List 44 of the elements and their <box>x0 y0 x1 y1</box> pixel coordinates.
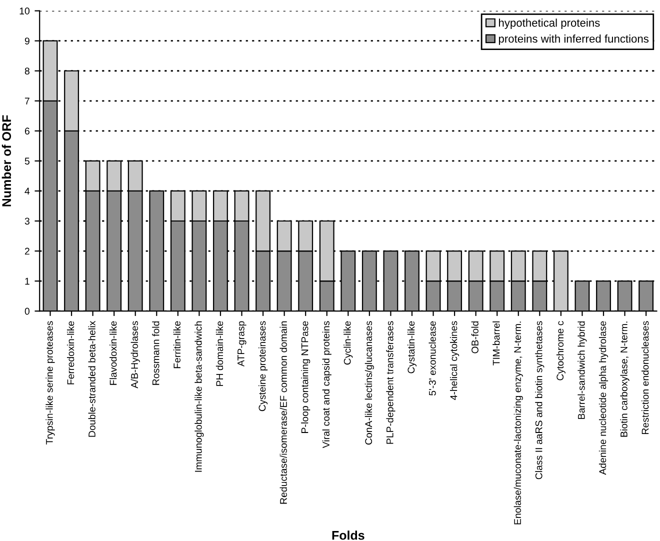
x-tick-label: Ferritin-like <box>173 321 181 368</box>
x-tick-label: P-loop containing NTPase <box>301 321 310 433</box>
x-axis-title: Folds <box>332 530 364 540</box>
x-tick-label: Biotin carboxylase, N-term. <box>620 322 630 437</box>
y-tick-label: 1 <box>25 278 30 285</box>
legend-label: hypothetical proteins <box>499 18 600 29</box>
x-tick-label: Enolase/muconate-lactonizing enzyme, N-term. <box>514 322 523 524</box>
y-tick-label: 4 <box>24 188 30 194</box>
y-tick-label: 2 <box>24 248 30 255</box>
y-tick-label: 10 <box>20 8 30 14</box>
y-tick-label: 3 <box>24 218 30 225</box>
legend-label: proteins with inferred functions <box>498 34 649 45</box>
y-tick-label: 5 <box>24 158 30 165</box>
x-tick-label: A/B-Hydrolases <box>130 321 140 388</box>
x-tick-label: Double-stranded beta-helix <box>88 320 96 437</box>
y-tick-label: 7 <box>24 98 30 104</box>
y-tick-label: 8 <box>24 68 30 74</box>
y-axis-title: Number of ORF <box>2 115 12 206</box>
y-tick-label: 9 <box>24 38 30 44</box>
x-tick-label: 4-helical cytokines <box>450 321 460 400</box>
x-tick-label: Cystatin-like <box>407 321 417 374</box>
x-tick-label: Flavodoxin-like <box>110 321 117 385</box>
x-tick-label: Immunoglobulin-like beta-sandwich <box>194 321 204 472</box>
x-tick-label: Ferredoxin-like <box>66 321 74 384</box>
x-tick-label: Adenine nucleotide alpha hydrolase <box>598 321 608 475</box>
x-tick-label: Rossmann fold <box>152 321 160 385</box>
x-tick-label: ConA-like lectins/glucanases <box>364 321 374 445</box>
x-tick-label: Viral coat and capsid proteins <box>322 321 332 448</box>
x-tick-label: Restriction endonucleases <box>642 321 649 434</box>
x-tick-label: ATP-grasp <box>238 321 246 367</box>
x-tick-label: Cysteine proteinases <box>258 321 268 412</box>
x-tick-label: PH domain-like <box>216 321 224 386</box>
x-tick-label: Cyclin-like <box>344 321 353 365</box>
x-tick-label: OB-fold <box>471 321 478 354</box>
x-tick-label: Barrel-sandwich hybrid <box>578 321 587 419</box>
y-tick-label: 6 <box>24 128 30 135</box>
x-tick-label: PLP-dependent transferases <box>386 321 396 444</box>
x-tick-label: Reductase/isomerase/EF common domain <box>280 321 287 504</box>
x-tick-label: Trypsin-like serine proteases <box>46 321 55 444</box>
x-tick-label: Cytochrome c <box>556 321 566 380</box>
y-tick-label: 0 <box>24 308 30 315</box>
x-tick-label: 5'-3' exonuclease <box>428 321 436 396</box>
x-tick-label: TIM-barrel <box>492 321 500 366</box>
x-tick-label: Class II aaRS and biotin synthetases <box>535 321 544 480</box>
